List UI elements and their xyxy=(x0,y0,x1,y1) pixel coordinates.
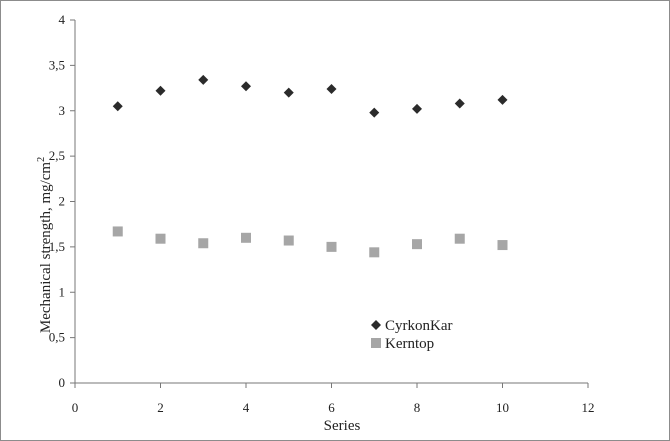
data-point-cyrkonkar xyxy=(412,103,422,114)
x-axis-ticks: 0 2 4 6 8 10 12 xyxy=(72,383,595,415)
y-tick-label: 3,5 xyxy=(49,57,65,72)
data-point-kerntop xyxy=(241,232,251,243)
x-tick-label: 6 xyxy=(328,400,335,415)
x-axis-title: Series xyxy=(324,418,361,434)
x-tick-label: 0 xyxy=(72,400,79,415)
y-axis-ticks: 0 0,5 1 1,5 2 2,5 3 3,5 4 xyxy=(49,12,75,390)
data-point-kerntop xyxy=(412,239,422,250)
axes xyxy=(74,20,588,384)
y-tick-label: 0 xyxy=(59,375,66,390)
data-point-kerntop xyxy=(198,238,209,249)
data-point-kerntop xyxy=(155,233,166,244)
y-tick-label: 4 xyxy=(59,12,66,27)
y-axis-title: Mechanical strength, mg/cm2 xyxy=(36,157,54,333)
y-tick-label: 2,5 xyxy=(49,148,65,163)
data-points xyxy=(112,74,508,258)
data-point-cyrkonkar xyxy=(497,94,508,105)
x-tick-label: 10 xyxy=(496,400,509,415)
y-tick-label: 2 xyxy=(59,194,66,209)
data-point-kerntop xyxy=(326,241,337,252)
data-point-cyrkonkar xyxy=(241,81,251,92)
y-axis-title-main: Mechanical strength, mg/cm xyxy=(38,162,54,334)
data-point-cyrkonkar xyxy=(283,87,294,98)
data-point-kerntop xyxy=(283,235,294,246)
y-tick-label: 0,5 xyxy=(49,330,65,345)
data-point-kerntop xyxy=(112,226,123,237)
legend-marker-kerntop xyxy=(371,338,381,348)
data-point-cyrkonkar xyxy=(326,83,337,94)
legend: CyrkonKar Kerntop xyxy=(371,318,453,352)
data-point-cyrkonkar xyxy=(112,101,123,112)
x-tick-label: 4 xyxy=(243,400,250,415)
x-tick-label: 2 xyxy=(157,400,164,415)
data-point-kerntop xyxy=(497,240,508,251)
data-point-kerntop xyxy=(454,233,465,244)
y-tick-label: 3 xyxy=(59,103,66,118)
data-point-cyrkonkar xyxy=(198,74,209,85)
y-tick-label: 1 xyxy=(59,284,66,299)
svg-text:Mechanical strength, mg/cm2: Mechanical strength, mg/cm2 xyxy=(36,157,54,333)
data-point-cyrkonkar xyxy=(454,98,465,109)
legend-label-cyrkonkar: CyrkonKar xyxy=(385,318,453,334)
y-tick-label: 1,5 xyxy=(49,239,65,254)
data-point-cyrkonkar xyxy=(369,107,380,118)
data-point-cyrkonkar xyxy=(155,85,166,96)
x-tick-label: 8 xyxy=(414,400,421,415)
x-tick-label: 12 xyxy=(582,400,595,415)
y-axis-title-superscript: 2 xyxy=(36,157,47,162)
data-point-kerntop xyxy=(369,247,380,258)
legend-label-kerntop: Kerntop xyxy=(385,336,434,352)
legend-marker-cyrkonkar xyxy=(371,320,381,330)
